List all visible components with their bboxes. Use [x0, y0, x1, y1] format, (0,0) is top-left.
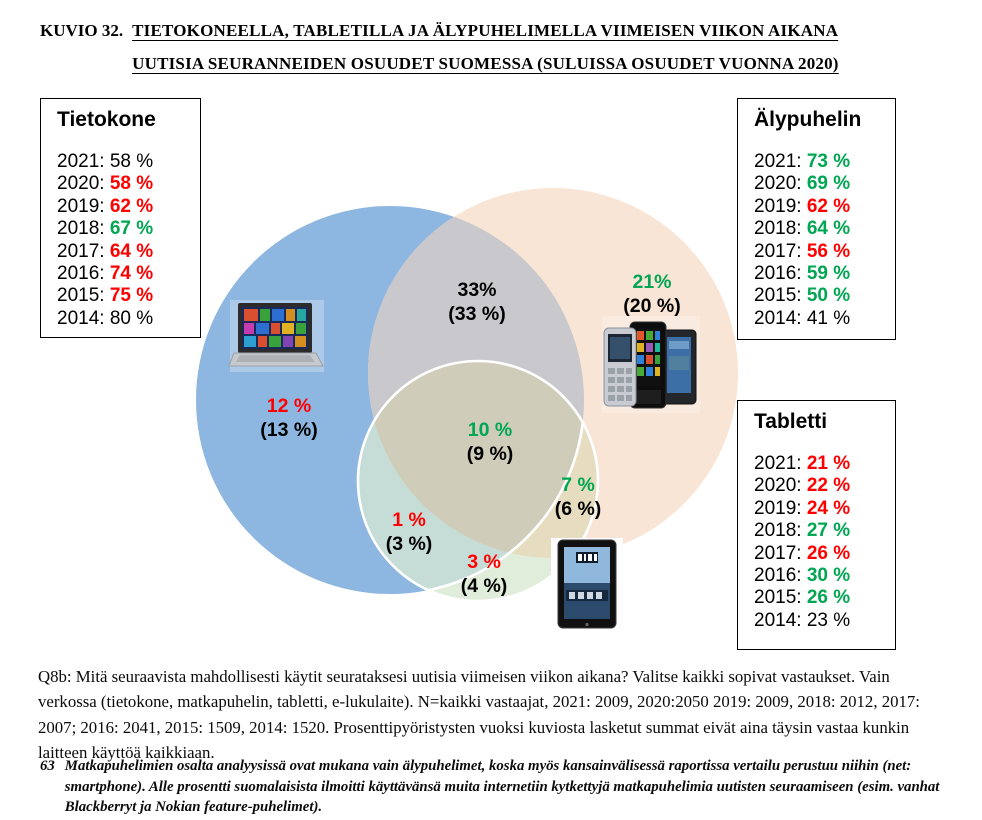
legend-row: 2017: 64 %	[57, 240, 154, 262]
venn-label-computer-only: 12 % (13 %)	[260, 395, 317, 442]
region-value: 10 %	[467, 419, 513, 441]
legend-row: 2014: 23 %	[754, 609, 851, 631]
venn-label-computer-tablet: 1 % (3 %)	[386, 509, 433, 556]
legend-row: 2021: 73 %	[754, 151, 851, 172]
venn-label-smartphone-only: 21% (20 %)	[623, 271, 680, 318]
legend-row: 2020: 58 %	[57, 173, 154, 195]
legend-row: 2014: 41 %	[754, 307, 851, 329]
legend-row: 2021: 21 %	[754, 453, 851, 474]
legend-row: 2016: 74 %	[57, 263, 154, 285]
footnote-line: smartphone). Alle prosentti suomalaisist…	[64, 778, 940, 795]
region-value: 3 %	[467, 551, 501, 573]
figure-title-line2: UUTISIA SEURANNEIDEN OSUUDET SUOMESSA (S…	[132, 54, 839, 73]
footnote-number: 63	[40, 758, 55, 774]
legend-row: 2017: 56 %	[754, 240, 851, 262]
region-prev-value: (13 %)	[260, 418, 318, 441]
legend-row: 2019: 62 %	[57, 195, 154, 217]
venn-label-smartphone-tablet: 7 % (6 %)	[555, 474, 602, 521]
region-prev-value: (9 %)	[466, 442, 514, 465]
legend-row: 2020: 69 %	[754, 173, 851, 195]
legend-row: 2018: 67 %	[57, 218, 154, 240]
region-prev-value: (3 %)	[385, 532, 433, 555]
region-value: 33%	[457, 279, 497, 301]
region-prev-value: (6 %)	[554, 497, 602, 520]
smartphones-image	[602, 316, 700, 413]
region-prev-value: (4 %)	[460, 574, 508, 597]
venn-label-computer-smartphone: 33% (33 %)	[448, 279, 505, 326]
tablet-image	[551, 538, 623, 630]
legend-box-title: Tietokone	[57, 108, 156, 131]
region-prev-value: (20 %)	[623, 294, 681, 317]
legend-row: 2019: 62 %	[754, 195, 851, 217]
question-line: 2007; 2016: 2041, 2015: 1509, 2014: 1520…	[38, 717, 910, 737]
question-text: Q8b: Mitä seuraavista mahdollisesti käyt…	[38, 664, 920, 766]
footnote-line: Blackberryt ja Nokian feature-puhelimet)…	[64, 799, 323, 816]
legend-row: 2020: 22 %	[754, 475, 851, 497]
legend-box-title: Älypuhelin	[754, 108, 862, 131]
venn-label-tablet-only: 3 % (4 %)	[461, 551, 508, 598]
figure-title: KUVIO 32. TIETOKONEELLA, TABLETILLA JA Ä…	[40, 14, 839, 80]
legend-row: 2016: 30 %	[754, 565, 851, 587]
venn-diagram	[196, 188, 738, 630]
legend-rows: 2021: 58 % 2020: 58 % 2019: 62 % 2018: 6…	[57, 151, 200, 330]
region-prev-value: (33 %)	[448, 302, 506, 325]
legend-row: 2017: 26 %	[754, 542, 851, 564]
legend-rows: 2021: 73 % 2020: 69 % 2019: 62 % 2018: 6…	[754, 151, 895, 330]
legend-row: 2015: 50 %	[754, 285, 851, 307]
footnote: 63 Matkapuhelimien osalta analyysissä ov…	[40, 756, 939, 818]
region-value: 1 %	[392, 509, 426, 531]
legend-row: 2019: 24 %	[754, 497, 851, 519]
region-value: 21%	[632, 271, 672, 293]
legend-box-tabletti: Tabletti 2021: 21 % 2020: 22 % 2019: 24 …	[737, 400, 896, 650]
legend-box-tietokone: Tietokone 2021: 58 % 2020: 58 % 2019: 62…	[40, 98, 201, 338]
legend-row: 2014: 80 %	[57, 307, 154, 329]
figure-number: KUVIO 32.	[40, 21, 124, 40]
legend-box-alypuhelin: Älypuhelin 2021: 73 % 2020: 69 % 2019: 6…	[737, 98, 896, 340]
legend-row: 2021: 58 %	[57, 151, 154, 172]
footnote-lines: Matkapuhelimien osalta analyysissä ovat …	[65, 756, 940, 818]
region-value: 7 %	[561, 474, 595, 496]
question-line: Q8b: Mitä seuraavista mahdollisesti käyt…	[38, 667, 890, 686]
venn-label-all-three: 10 % (9 %)	[467, 419, 514, 466]
legend-row: 2016: 59 %	[754, 263, 851, 285]
legend-row: 2015: 26 %	[754, 587, 851, 609]
region-value: 12 %	[266, 395, 312, 417]
laptop-image	[228, 300, 324, 372]
legend-box-title: Tabletti	[754, 410, 828, 433]
footnote-line: Matkapuhelimien osalta analyysissä ovat …	[64, 758, 912, 774]
legend-row: 2018: 64 %	[754, 218, 851, 240]
question-line: laitteen käyttöä kaikkiaan.	[38, 743, 215, 763]
tablet-circle-outline	[356, 359, 600, 603]
question-line: verkossa (tietokone, matkapuhelin, table…	[38, 692, 920, 712]
figure-title-line1: TIETOKONEELLA, TABLETILLA JA ÄLYPUHELIME…	[132, 21, 839, 40]
legend-rows: 2021: 21 % 2020: 22 % 2019: 24 % 2018: 2…	[754, 453, 895, 632]
legend-row: 2015: 75 %	[57, 285, 154, 307]
legend-row: 2018: 27 %	[754, 520, 851, 542]
